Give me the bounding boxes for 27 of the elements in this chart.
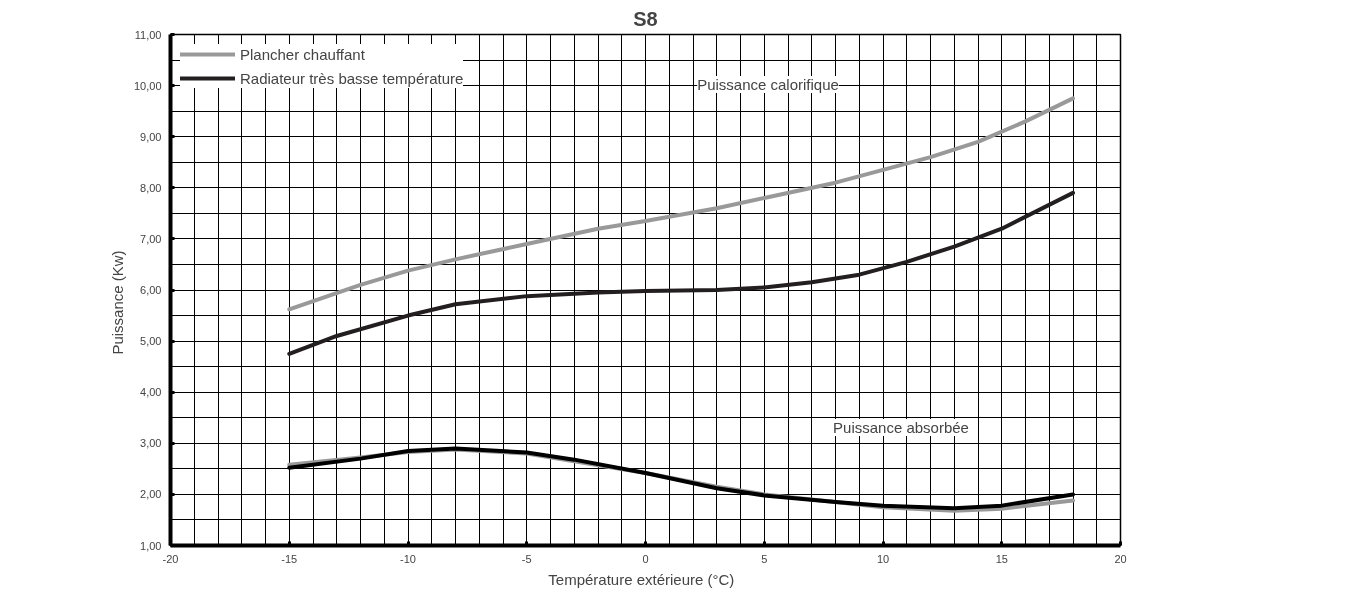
x-tick-label: 0 [642, 552, 649, 565]
y-tick-label: 3,00 [140, 437, 162, 450]
y-axis-title: Puissance (Kw) [108, 250, 126, 355]
y-tick-label: 11,00 [134, 28, 162, 41]
x-tick-label: 10 [876, 552, 890, 565]
legend-label: Plancher chauffant [240, 45, 365, 63]
y-tick-label: 4,00 [140, 386, 162, 399]
y-tick-label: 6,00 [140, 284, 162, 296]
y-tick-label: 5,00 [140, 335, 162, 348]
x-tick-label: 20 [1114, 552, 1127, 565]
y-tick-label: 8,00 [140, 181, 162, 194]
x-tick-label: 5 [761, 552, 768, 565]
x-tick-label: -15 [281, 552, 298, 565]
y-tick-label: 2,00 [140, 488, 162, 501]
annotation: Puissance absorbée [833, 419, 969, 436]
y-tick-label: 7,00 [140, 232, 162, 245]
x-tick-label: 15 [995, 552, 1008, 565]
annotation: Puissance calorifique [697, 76, 839, 93]
legend-label: Radiateur très basse température [240, 69, 464, 87]
y-tick-label: 1,00 [140, 539, 162, 552]
x-axis-title: Température extérieure (°C) [548, 570, 735, 588]
y-tick-label: 10,00 [133, 79, 162, 92]
chart-title: S8 [633, 7, 658, 30]
x-tick-label: -5 [521, 552, 532, 565]
x-tick-label: -20 [162, 552, 179, 565]
x-tick-label: -10 [400, 552, 416, 565]
y-tick-label: 9,00 [140, 130, 162, 143]
